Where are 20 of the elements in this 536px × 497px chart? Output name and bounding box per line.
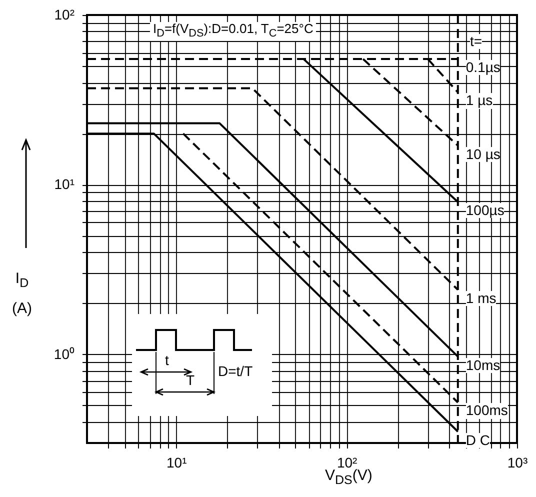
- annotation: I$_{D}$=f(V$_{DS}$):D=0.01, T$_{C}$=25°C: [150, 21, 316, 40]
- y-tick-label: 10⁰: [54, 346, 74, 362]
- y-tick-label: 10¹: [54, 176, 75, 192]
- series-label: 10 µs: [466, 146, 500, 162]
- series-label: 100ms: [466, 402, 508, 419]
- annotation: D=t/T: [218, 363, 253, 380]
- y-tick-label: 10²: [54, 6, 75, 22]
- series-label: D C: [466, 432, 490, 448]
- x-axis-title: V$_{DS}$(V): [325, 467, 372, 488]
- series-label: 1 ms: [466, 290, 496, 306]
- annotation: t: [165, 352, 169, 368]
- legend-title: t=: [470, 33, 482, 50]
- x-tick-label: 10³: [507, 454, 528, 470]
- series-label: 1 µs: [466, 92, 493, 109]
- annotation: T: [186, 372, 195, 388]
- series-label: 100µs: [466, 202, 504, 218]
- series-label: 0.1µs: [466, 59, 500, 76]
- x-tick-label: 10¹: [166, 454, 188, 470]
- series-label: 10ms: [466, 356, 500, 373]
- y-axis-title: I$_{D}$ (A): [12, 265, 32, 322]
